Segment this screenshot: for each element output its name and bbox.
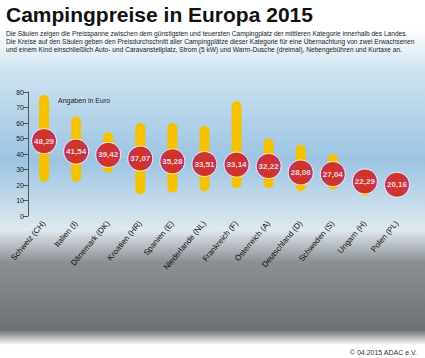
svg-text:30: 30 xyxy=(16,166,24,173)
svg-text:20: 20 xyxy=(16,182,24,189)
svg-text:Spanien (E): Spanien (E) xyxy=(142,219,176,257)
svg-text:Frankreich (F): Frankreich (F) xyxy=(200,219,240,264)
svg-text:22,29: 22,29 xyxy=(355,177,376,186)
svg-text:Italien (I): Italien (I) xyxy=(53,219,80,249)
svg-text:33,51: 33,51 xyxy=(194,160,215,169)
svg-text:40: 40 xyxy=(16,151,24,158)
svg-text:27,04: 27,04 xyxy=(323,170,344,179)
svg-text:80: 80 xyxy=(16,89,24,96)
svg-text:37,07: 37,07 xyxy=(130,154,151,163)
svg-text:70: 70 xyxy=(16,104,24,111)
svg-text:10: 10 xyxy=(16,197,24,204)
html-text:Campingpreise in Europa 2015: Campingpreise in Europa 2015 xyxy=(6,3,313,26)
svg-text:50: 50 xyxy=(16,135,24,142)
html-text:Die Säulen zeigen die Preisspa: Die Säulen zeigen die Preisspanne zwisch… xyxy=(6,30,415,54)
svg-text:35,28: 35,28 xyxy=(162,157,183,166)
svg-text:Ungarn (H): Ungarn (H) xyxy=(336,219,369,255)
svg-text:20,16: 20,16 xyxy=(387,180,408,189)
svg-text:Deutschland (D): Deutschland (D) xyxy=(260,219,304,269)
svg-text:Angaben in Euro: Angaben in Euro xyxy=(58,97,110,105)
svg-text:0: 0 xyxy=(20,213,24,220)
svg-text:Dänemark (DK): Dänemark (DK) xyxy=(69,219,112,268)
svg-text:39,42: 39,42 xyxy=(98,150,119,159)
svg-text:41,54: 41,54 xyxy=(66,147,87,156)
svg-text:Österreich (A): Österreich (A) xyxy=(233,219,273,263)
svg-text:Niederlande (NL): Niederlande (NL) xyxy=(162,219,208,272)
svg-text:Schweden (S): Schweden (S) xyxy=(297,219,336,264)
svg-text:32,22: 32,22 xyxy=(259,162,280,171)
svg-text:60: 60 xyxy=(16,120,24,127)
svg-text:28,08: 28,08 xyxy=(291,168,312,177)
svg-text:Kroatien (HR): Kroatien (HR) xyxy=(105,219,144,262)
html-text:© 04.2015 ADAC e.V.: © 04.2015 ADAC e.V. xyxy=(349,349,417,356)
svg-text:Polen (PL): Polen (PL) xyxy=(369,219,400,254)
svg-text:Schweiz (CH): Schweiz (CH) xyxy=(9,219,48,262)
svg-text:48,29: 48,29 xyxy=(34,137,55,146)
svg-text:33,14: 33,14 xyxy=(227,160,248,169)
